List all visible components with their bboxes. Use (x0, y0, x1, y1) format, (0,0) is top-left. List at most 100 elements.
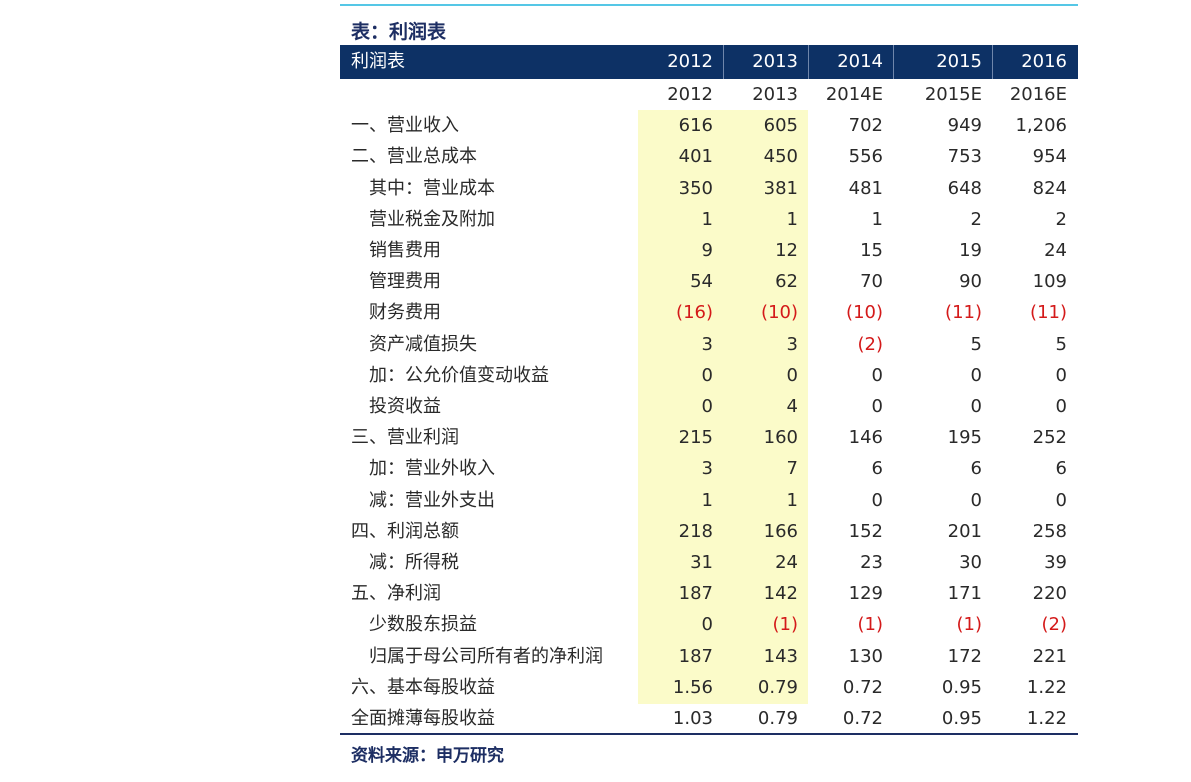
row-value: 824 (1032, 177, 1067, 199)
bottom-rule (340, 733, 1078, 735)
row-label: 加：营业外收入 (369, 458, 495, 480)
row-label: 投资收益 (369, 396, 441, 417)
row-label: 其中：营业成本 (369, 177, 495, 199)
row-value: 0 (786, 364, 798, 386)
row-value: 0 (970, 364, 982, 386)
row-value: 350 (678, 177, 713, 199)
row-label: 资产减值损失 (369, 333, 477, 355)
table-title: 表：利润表 (351, 21, 447, 43)
header-year-2013: 2013 (752, 51, 798, 72)
row-value: 143 (763, 645, 798, 667)
row-value: 6 (1055, 458, 1067, 480)
row-value: 381 (763, 177, 798, 199)
row-value: 218 (678, 520, 713, 542)
row-label: 三、营业利润 (351, 427, 459, 449)
row-value: 702 (848, 115, 883, 137)
row-value: 0 (701, 396, 713, 417)
row-label: 五、净利润 (351, 583, 441, 605)
row-label: 六、基本每股收益 (351, 676, 495, 698)
table-row: 资产减值损失 3 3 (2) 5 5 (340, 329, 1078, 360)
header-separator (992, 45, 993, 79)
row-value: 15 (860, 240, 883, 261)
row-value: (2) (1041, 614, 1068, 636)
row-value: 5 (1055, 333, 1067, 355)
header-label: 利润表 (351, 51, 405, 72)
row-value: 142 (763, 583, 798, 605)
row-value: 215 (678, 427, 713, 449)
row-value: 450 (763, 146, 798, 168)
row-value: 54 (690, 271, 713, 293)
row-value: 753 (947, 146, 982, 168)
row-label: 减：营业外支出 (369, 489, 495, 511)
row-value: 221 (1032, 645, 1067, 667)
table-row: 管理费用 54 62 70 90 109 (340, 266, 1078, 297)
row-label: 少数股东损益 (369, 614, 477, 636)
table-row: 加：公允价值变动收益 0 0 0 0 0 (340, 360, 1078, 391)
row-value: (1) (857, 614, 884, 636)
table-row: 全面摊薄每股收益 1.03 0.79 0.72 0.95 1.22 (340, 703, 1078, 734)
row-value: (1) (772, 614, 799, 636)
row-value: 0 (701, 614, 713, 636)
row-value: 24 (1044, 240, 1067, 261)
row-value: 481 (848, 177, 883, 199)
row-value: 160 (763, 427, 798, 449)
table-header: 利润表 2012 2013 2014 2015 2016 (340, 45, 1078, 79)
row-value: 171 (947, 583, 982, 605)
top-rule (340, 4, 1078, 6)
row-label: 减：所得税 (369, 552, 459, 573)
subheader-cell: 2013 (752, 84, 798, 105)
subheader-cell: 2014E (825, 84, 883, 105)
row-value: 0 (1055, 396, 1067, 417)
row-value: 7 (786, 458, 798, 480)
table-row: 投资收益 0 4 0 0 0 (340, 391, 1078, 422)
subheader-cell: 2012 (667, 84, 713, 105)
row-value: (11) (945, 302, 982, 324)
row-value: 146 (848, 427, 883, 449)
row-value: 0 (701, 364, 713, 386)
row-value: 220 (1032, 583, 1067, 605)
header-separator (723, 45, 724, 79)
row-value: 0.72 (842, 676, 883, 698)
row-value: (10) (761, 302, 798, 324)
row-value: 30 (959, 552, 982, 573)
row-value: 24 (775, 552, 798, 573)
highlight-band (638, 110, 808, 704)
row-value: (1) (956, 614, 983, 636)
row-value: (16) (676, 302, 713, 324)
row-value: 0.95 (941, 708, 982, 729)
row-value: 0 (970, 489, 982, 511)
table-row: 少数股东损益 0 (1) (1) (1) (2) (340, 609, 1078, 640)
row-value: 1 (701, 489, 713, 511)
row-value: 5 (970, 333, 982, 355)
table-row: 其中：营业成本 350 381 481 648 824 (340, 173, 1078, 204)
row-value: 0.72 (842, 708, 883, 729)
row-value: 252 (1032, 427, 1067, 449)
row-value: 12 (775, 240, 798, 261)
table-row: 六、基本每股收益 1.56 0.79 0.72 0.95 1.22 (340, 672, 1078, 703)
row-value: 0 (871, 364, 883, 386)
row-value: (2) (857, 333, 884, 355)
row-value: 0 (970, 396, 982, 417)
row-value: 39 (1044, 552, 1067, 573)
row-value: 1.22 (1026, 708, 1067, 729)
row-value: 152 (848, 520, 883, 542)
subheader-row: 2012 2013 2014E 2015E 2016E (340, 79, 1078, 110)
table-row: 减：营业外支出 1 1 0 0 0 (340, 485, 1078, 516)
source-note: 资料来源：申万研究 (351, 746, 504, 766)
row-value: 0.79 (757, 708, 798, 729)
table-row: 三、营业利润 215 160 146 195 252 (340, 422, 1078, 453)
row-value: 0 (1055, 489, 1067, 511)
header-separator (808, 45, 809, 79)
row-value: 19 (959, 240, 982, 261)
row-label: 财务费用 (369, 302, 441, 324)
row-value: 0 (871, 396, 883, 417)
header-separator (893, 45, 894, 79)
row-value: 1.03 (672, 708, 713, 729)
row-value: 6 (970, 458, 982, 480)
subheader-cell: 2016E (1009, 84, 1067, 105)
row-value: 2 (1055, 208, 1067, 230)
row-label: 加：公允价值变动收益 (369, 364, 549, 386)
row-value: 1.56 (672, 676, 713, 698)
table-row: 加：营业外收入 3 7 6 6 6 (340, 453, 1078, 484)
row-value: 9 (701, 240, 713, 261)
